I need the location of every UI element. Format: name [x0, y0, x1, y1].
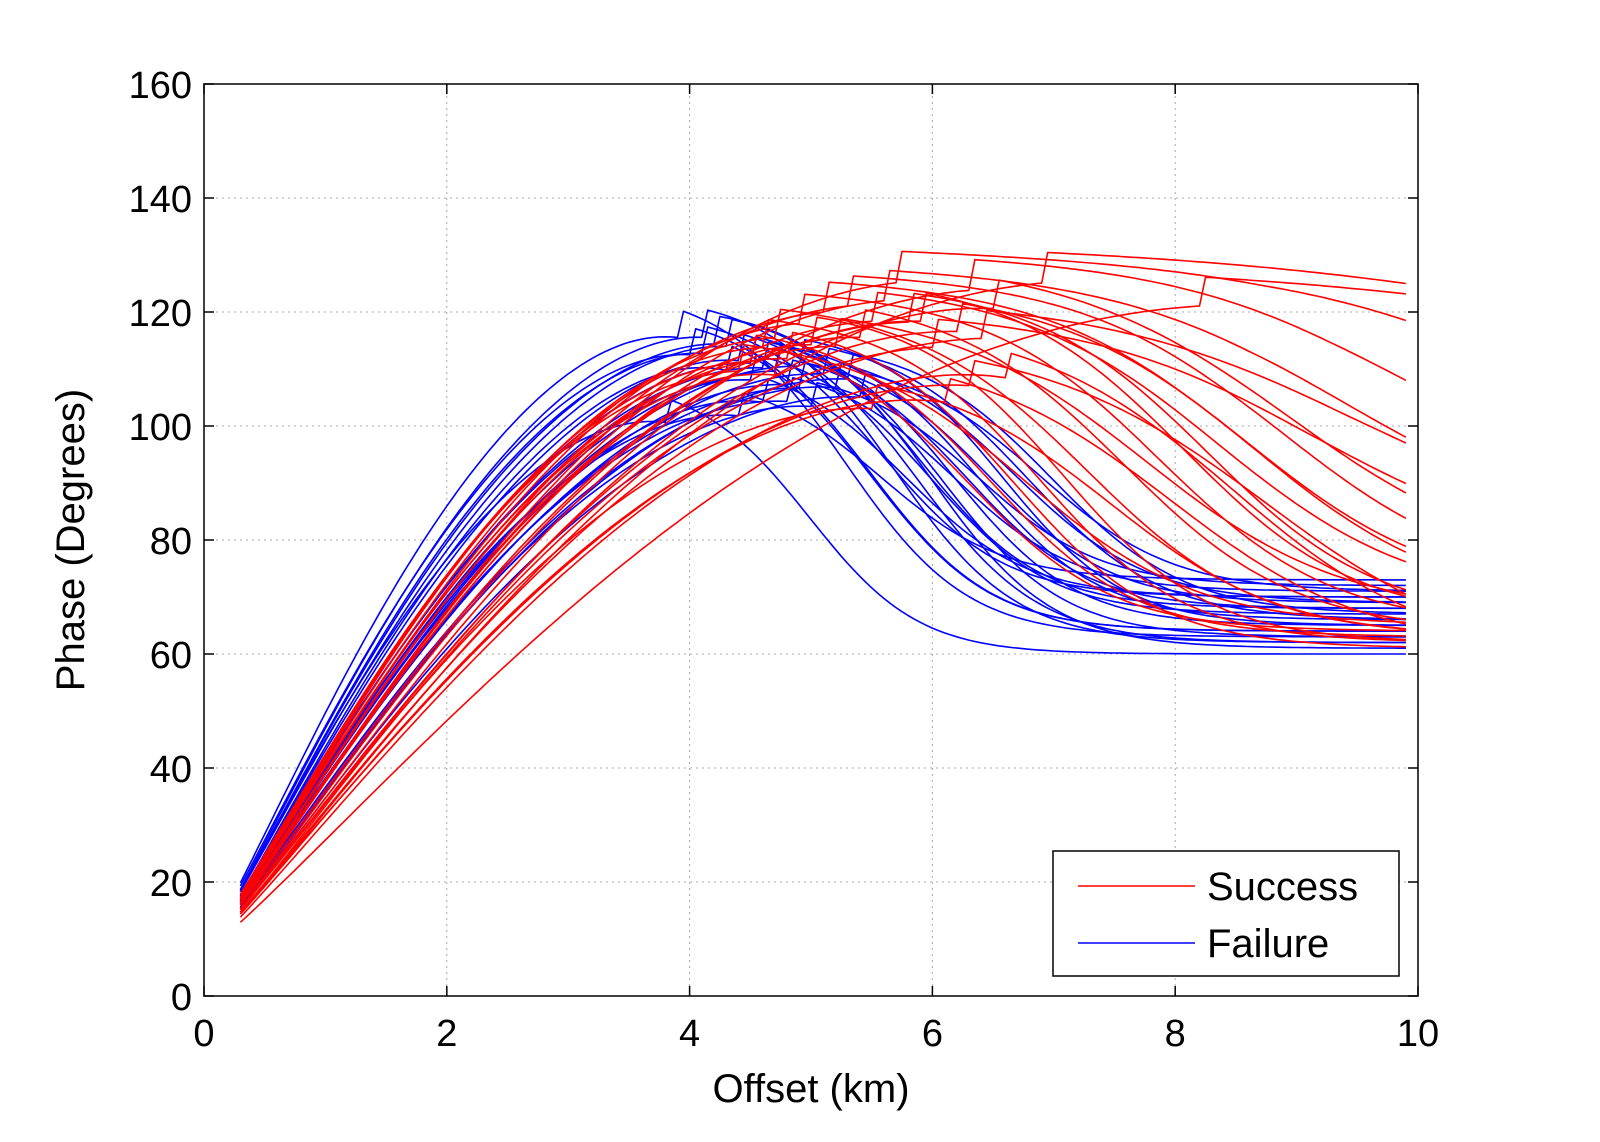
x-tick-labels: 0 2 4 6 8 10 — [193, 1013, 1439, 1055]
success-curve-24 — [239, 344, 1406, 896]
success-curve-22 — [239, 378, 1407, 915]
success-curve-20 — [239, 352, 1407, 918]
x-tick-label: 4 — [679, 1013, 700, 1055]
y-tick-label: 60 — [150, 635, 192, 677]
axis-ticks — [203, 83, 1419, 997]
y-tick-label: 40 — [150, 749, 192, 791]
legend: Success Failure — [1052, 850, 1400, 977]
success-curve-27 — [239, 279, 1407, 910]
y-tick-label: 120 — [129, 293, 192, 335]
legend-box — [1052, 850, 1400, 977]
success-series — [239, 250, 1407, 923]
y-tick-label: 160 — [129, 65, 192, 107]
success-curve-15 — [239, 349, 1406, 899]
success-curve-21 — [239, 359, 1407, 913]
failure-curve-13 — [239, 382, 1406, 908]
success-curve-25 — [239, 317, 1407, 906]
y-tick-labels: 0 20 40 60 80 100 120 140 160 — [129, 65, 192, 1019]
success-curve-11 — [239, 316, 1406, 903]
x-tick-label: 10 — [1397, 1013, 1439, 1055]
legend-label-failure: Failure — [1207, 922, 1329, 966]
x-axis-label: Offset (km) — [712, 1067, 909, 1111]
x-tick-label: 2 — [436, 1013, 457, 1055]
grid — [204, 84, 1418, 996]
y-tick-label: 100 — [129, 407, 192, 449]
failure-curve-20 — [239, 318, 1406, 892]
y-tick-label: 20 — [150, 863, 192, 905]
success-curve-17 — [239, 309, 1407, 913]
success-curve-14 — [239, 334, 1406, 899]
y-tick-label: 140 — [129, 179, 192, 221]
success-curve-19 — [239, 292, 1407, 909]
x-tick-label: 6 — [922, 1013, 943, 1055]
curves — [239, 250, 1407, 923]
x-tick-label: 0 — [193, 1013, 214, 1055]
y-tick-label: 80 — [150, 521, 192, 563]
y-axis-label: Phase (Degrees) — [49, 389, 93, 691]
success-curve-23 — [239, 383, 1406, 911]
failure-curve-16 — [239, 345, 1406, 897]
success-curve-5 — [239, 276, 1406, 923]
failure-curve-2 — [239, 315, 1406, 891]
x-tick-label: 8 — [1165, 1013, 1186, 1055]
success-curve-8 — [239, 293, 1407, 900]
failure-curve-8 — [239, 354, 1406, 899]
y-tick-label: 0 — [171, 977, 192, 1019]
legend-label-success: Success — [1207, 865, 1358, 909]
success-curve-26 — [239, 291, 1407, 905]
